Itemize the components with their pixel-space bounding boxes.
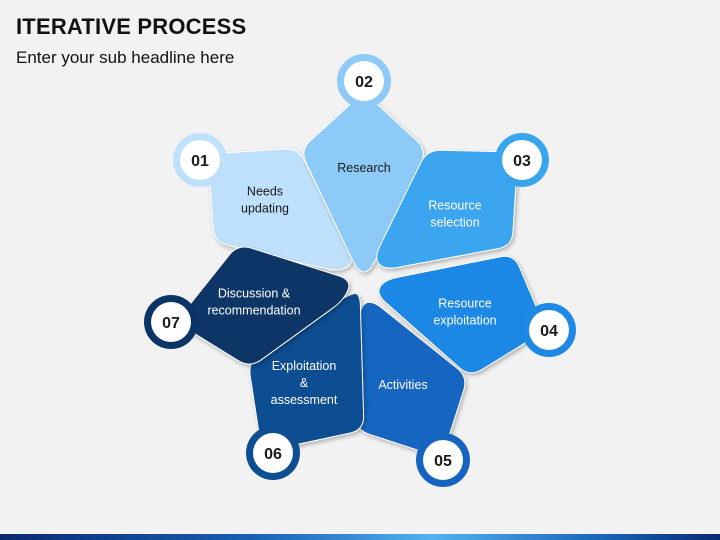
badges-layer: 01 02 03 04 05 06 07 [144,54,576,487]
step-07-badge: 07 [144,295,198,349]
step-03-label: Resource selection [428,199,482,230]
page-title: ITERATIVE PROCESS [16,14,247,39]
step-06-number: 06 [264,446,282,463]
step-06-badge-center [253,433,293,473]
step-06: Exploitation & assessment [249,292,365,450]
page-subtitle: Enter your sub headline here [16,48,235,67]
step-02: Research [303,96,424,273]
step-03: Resource selection [376,149,518,269]
step-07-badge-center [151,302,191,342]
step-04-label-line: exploitation [433,314,496,328]
step-02-badge: 02 [337,54,391,108]
step-01-number: 01 [191,153,209,170]
step-07: Discussion & recommendation [180,246,350,365]
step-07-label-line: recommendation [207,304,300,318]
step-03-number: 03 [513,153,531,170]
step-06-badge: 06 [246,426,300,480]
step-02-shape [303,96,424,273]
step-03-badge-center [502,140,542,180]
step-04-label-line: Resource [438,297,492,311]
step-03-badge: 03 [495,133,549,187]
step-01-badge-center [180,140,220,180]
step-06-label-line: & [300,376,309,390]
step-05-label-line: Activities [378,378,427,392]
step-03-label-line: Resource [428,199,482,213]
step-06-label-line: Exploitation [272,359,337,373]
step-01-badge: 01 [173,133,227,187]
step-02-number: 02 [355,74,373,91]
footer-bar [0,534,720,540]
step-05-badge-center [423,440,463,480]
step-04-label: Resource exploitation [433,297,496,328]
step-06-label: Exploitation & assessment [271,359,338,407]
step-05-label: Activities [378,378,427,392]
step-04: Resource exploitation [378,255,543,374]
step-01-label-line: Needs [247,185,283,199]
step-04-badge: 04 [522,303,576,357]
step-07-number: 07 [162,315,180,332]
step-01-label-line: updating [241,202,289,216]
step-04-number: 04 [540,323,558,340]
step-02-label-line: Research [337,161,391,175]
step-07-label: Discussion & recommendation [207,287,300,318]
step-04-shape [378,255,543,374]
step-03-label-line: selection [430,216,479,230]
step-06-label-line: assessment [271,393,338,407]
step-02-label: Research [337,161,391,175]
step-04-badge-center [529,310,569,350]
step-07-label-line: Discussion & [218,287,291,301]
step-05-number: 05 [434,453,452,470]
step-01-label: Needs updating [241,185,289,216]
step-02-badge-center [344,61,384,101]
step-03-shape [376,149,518,269]
step-05-badge: 05 [416,433,470,487]
